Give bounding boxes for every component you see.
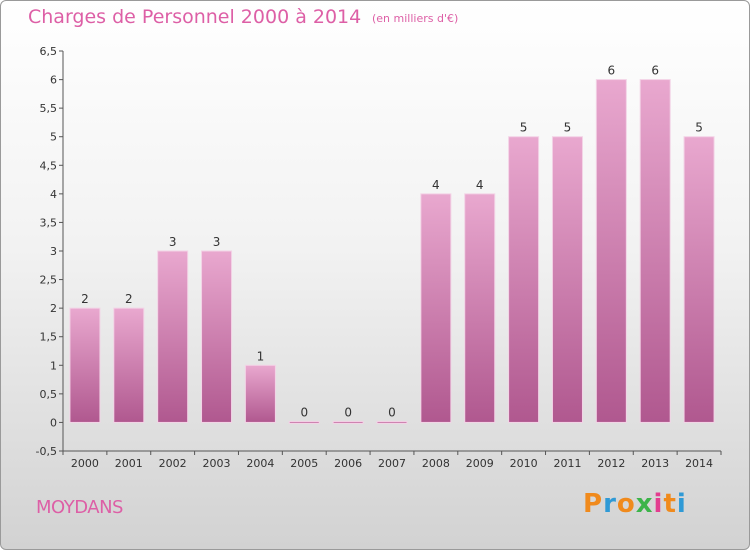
bar-value-label: 5 (564, 121, 572, 135)
bar-value-label: 0 (388, 405, 396, 419)
chart-title: Charges de Personnel 2000 à 2014 (28, 6, 362, 28)
logo-letter: t (663, 489, 677, 519)
bar (244, 364, 276, 423)
bar (288, 420, 320, 424)
y-tick-label: 5 (50, 131, 57, 144)
x-tick-label: 2008 (422, 457, 450, 470)
bar (332, 420, 364, 424)
logo-letter: i (676, 489, 687, 519)
logo-letter: P (583, 489, 604, 519)
bar-value-label: 5 (695, 121, 703, 135)
bar-value-label: 6 (608, 64, 616, 78)
bar-value-label: 3 (213, 235, 221, 249)
x-tick-label: 2011 (553, 457, 581, 470)
bar (595, 79, 627, 423)
y-tick-label: 0 (50, 416, 57, 429)
bar-value-label: 0 (344, 405, 352, 419)
y-axis: -0,5 0 0,5 1 1,5 2 2,5 3 3,5 4 4,5 5 5,5 6 6,5 (36, 45, 64, 458)
x-axis: 2000 2001 2002 2003 2004 2005 2006 2007 2008 2009… (62, 450, 722, 470)
x-tick-label: 2010 (510, 457, 538, 470)
y-tick-label: 0,5 (40, 388, 58, 401)
bar-value-label: 4 (476, 178, 484, 192)
y-tick-label: -0,5 (36, 445, 57, 458)
bar-value-label: 2 (81, 292, 89, 306)
logo-letter: o (616, 489, 636, 519)
y-tick-label: 2 (50, 302, 57, 315)
x-tick-label: 2006 (334, 457, 362, 470)
proxiti-logo[interactable]: Proxiti (583, 489, 687, 519)
x-tick-label: 2007 (378, 457, 406, 470)
bar-value-label: 4 (432, 178, 440, 192)
bar (201, 250, 233, 423)
y-tick-label: 1,5 (40, 331, 58, 344)
bar (639, 79, 671, 423)
y-tick-label: 4 (50, 188, 57, 201)
bar (508, 136, 540, 423)
y-tick-label: 6,5 (40, 45, 58, 58)
x-tick-label: 2014 (685, 457, 713, 470)
bar (69, 307, 101, 423)
place-name: MOYDANS (36, 497, 123, 518)
logo-letter: r (603, 489, 617, 519)
bar-series (69, 79, 715, 424)
bar-value-label: 1 (257, 349, 265, 363)
x-tick-label: 2012 (597, 457, 625, 470)
bar-value-label: 5 (520, 121, 528, 135)
y-tick-label: 4,5 (40, 159, 58, 172)
data-labels: 2 2 3 3 1 0 0 0 4 4 5 5 6 6 5 (81, 64, 703, 420)
bar-value-label: 6 (651, 64, 659, 78)
bar (683, 136, 715, 423)
y-tick-label: 1 (50, 359, 57, 372)
x-tick-label: 2005 (290, 457, 318, 470)
bar (157, 250, 189, 423)
x-tick-label: 2001 (115, 457, 143, 470)
bar (420, 193, 452, 423)
y-tick-label: 6 (50, 74, 57, 87)
y-tick-label: 3 (50, 245, 57, 258)
x-tick-label: 2000 (71, 457, 99, 470)
logo-letter: x (635, 489, 654, 519)
x-tick-label: 2004 (246, 457, 274, 470)
bar (551, 136, 583, 423)
chart-subtitle: (en milliers d'€) (372, 12, 459, 25)
bar (376, 420, 408, 424)
bar (464, 193, 496, 423)
x-tick-label: 2013 (641, 457, 669, 470)
x-tick-label: 2002 (159, 457, 187, 470)
logo-letter: i (653, 489, 664, 519)
bar-value-label: 2 (125, 292, 133, 306)
x-tick-label: 2009 (466, 457, 494, 470)
bar-value-label: 3 (169, 235, 177, 249)
bar (113, 307, 145, 423)
x-tick-label: 2003 (203, 457, 231, 470)
y-tick-label: 3,5 (40, 216, 58, 229)
y-tick-label: 5,5 (40, 102, 58, 115)
y-tick-label: 2,5 (40, 274, 58, 287)
bar-value-label: 0 (300, 405, 308, 419)
